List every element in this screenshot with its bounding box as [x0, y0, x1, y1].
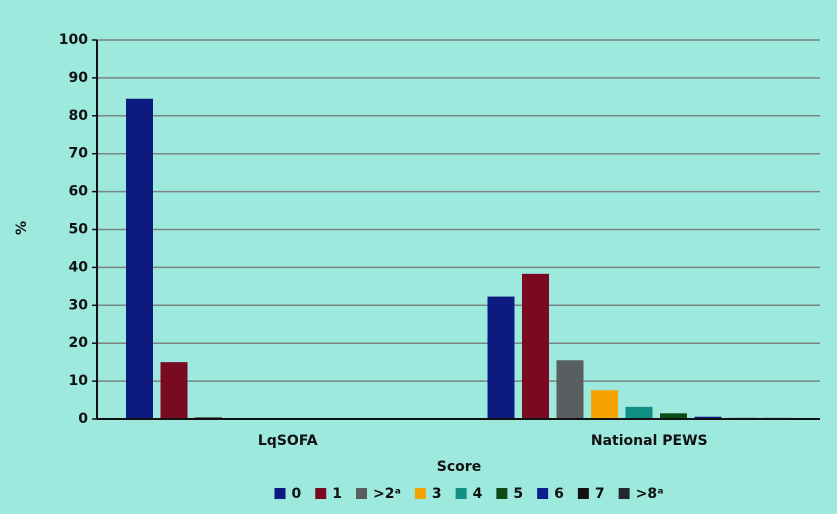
legend-swatch	[496, 488, 508, 499]
bar	[694, 416, 722, 419]
y-tick-label: 50	[69, 222, 89, 238]
legend-label: 5	[513, 486, 523, 502]
legend-swatch	[455, 488, 467, 499]
legend-label: 6	[554, 486, 564, 502]
y-tick-label: 20	[69, 335, 89, 351]
legend-label: 1	[332, 486, 342, 502]
legend-swatch	[274, 488, 286, 499]
legend-label: 4	[473, 486, 483, 502]
legend-label: >8ᵃ	[636, 486, 664, 502]
bar	[625, 406, 653, 419]
bar	[487, 296, 515, 419]
bar	[160, 362, 188, 419]
legend-swatch	[618, 488, 630, 499]
y-tick-label: 40	[69, 259, 89, 275]
bar	[126, 98, 153, 420]
y-tick-label: 90	[69, 70, 89, 86]
legend-swatch	[414, 488, 426, 499]
bar	[522, 273, 549, 419]
y-axis-label: %	[14, 221, 30, 235]
legend-label: 7	[595, 486, 605, 502]
y-tick-label: 80	[69, 108, 89, 124]
legend-swatch	[577, 488, 589, 499]
legend-label: 0	[291, 486, 301, 502]
y-tick-label: 70	[69, 146, 89, 162]
y-tick-label: 0	[78, 411, 88, 427]
legend-label: >2ᵃ	[373, 486, 401, 502]
y-tick-label: 10	[69, 373, 89, 389]
legend-label: 3	[432, 486, 442, 502]
x-axis-label: Score	[437, 459, 481, 475]
bar	[556, 360, 584, 419]
bar	[591, 390, 618, 419]
y-tick-label: 60	[69, 184, 89, 200]
x-tick-label: LqSOFA	[258, 433, 318, 449]
y-tick-label: 100	[59, 32, 88, 48]
legend-swatch	[315, 488, 327, 499]
legend-swatch	[355, 488, 367, 499]
legend-swatch	[537, 488, 549, 499]
y-tick-label: 30	[69, 297, 89, 313]
x-tick-label: National PEWS	[591, 433, 708, 449]
bar	[660, 413, 687, 419]
